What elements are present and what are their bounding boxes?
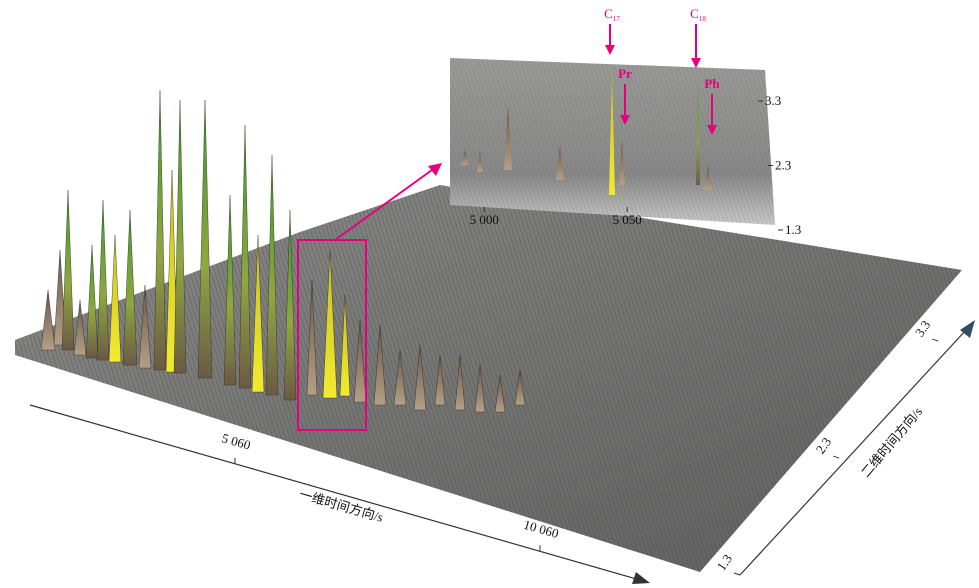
zoom-arrowhead bbox=[428, 163, 442, 176]
annotation: Pr bbox=[618, 66, 632, 81]
annotation: C18 bbox=[690, 6, 706, 23]
y-tick bbox=[932, 339, 938, 341]
x-tick-label: 5 060 bbox=[220, 430, 252, 452]
inset-y-tick-label: 3.3 bbox=[765, 93, 781, 108]
peak bbox=[41, 290, 55, 350]
annotation-arrowhead bbox=[691, 58, 701, 68]
peak bbox=[174, 100, 186, 373]
annotation-subscript: 18 bbox=[699, 15, 707, 23]
y-axis-label: 二维时间方向/s bbox=[858, 404, 925, 480]
y-tick bbox=[734, 573, 740, 575]
peak bbox=[97, 200, 109, 360]
peak bbox=[109, 235, 121, 362]
annotation: C17 bbox=[604, 6, 620, 23]
annotation-text: C bbox=[690, 6, 699, 21]
y-tick-label: 1.3 bbox=[714, 551, 736, 573]
inset-x-tick-label: 5 000 bbox=[470, 212, 499, 227]
peak bbox=[154, 90, 166, 370]
annotation-text: C bbox=[604, 6, 613, 21]
inset-y-tick-label: 2.3 bbox=[775, 158, 791, 173]
inset-y-tick-label: 1.3 bbox=[785, 222, 801, 237]
annotation-text: Ph bbox=[704, 76, 720, 91]
peak bbox=[62, 190, 74, 350]
inset bbox=[450, 58, 775, 225]
peak bbox=[123, 210, 137, 365]
annotation-arrowhead bbox=[605, 45, 615, 55]
annotation-text: Pr bbox=[618, 66, 632, 81]
annotation: Ph bbox=[704, 76, 720, 91]
chart: 一维时间方向/s 二维时间方向/s 5 06010 0601.32.33.35 … bbox=[0, 0, 979, 588]
y-tick bbox=[833, 456, 839, 458]
annotation-subscript: 17 bbox=[613, 15, 621, 23]
peak bbox=[86, 245, 98, 358]
x-axis-label: 一维时间方向/s bbox=[298, 487, 385, 525]
peak bbox=[198, 100, 212, 378]
inset-x-tick-label: 5 050 bbox=[613, 212, 642, 227]
